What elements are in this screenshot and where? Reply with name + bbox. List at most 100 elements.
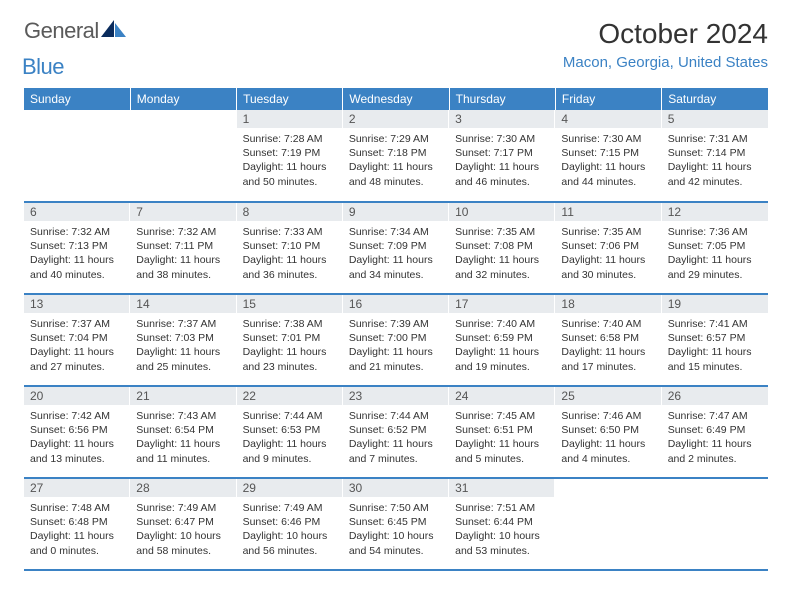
sunset-text: Sunset: 6:46 PM (243, 515, 337, 529)
daylight-text: Daylight: 11 hours (455, 437, 549, 451)
sunrise-text: Sunrise: 7:50 AM (349, 501, 443, 515)
daylight-text: and 32 minutes. (455, 268, 549, 282)
daylight-text: and 56 minutes. (243, 544, 337, 558)
day-number: 5 (662, 110, 768, 128)
day-number: 28 (130, 479, 236, 497)
day-number: 4 (555, 110, 661, 128)
calendar-day-cell: 18Sunrise: 7:40 AMSunset: 6:58 PMDayligh… (555, 294, 661, 386)
calendar-day-cell: 27Sunrise: 7:48 AMSunset: 6:48 PMDayligh… (24, 478, 130, 570)
day-details: Sunrise: 7:43 AMSunset: 6:54 PMDaylight:… (130, 405, 236, 470)
day-details: Sunrise: 7:44 AMSunset: 6:52 PMDaylight:… (343, 405, 449, 470)
sunset-text: Sunset: 7:08 PM (455, 239, 549, 253)
calendar-day-cell: 7Sunrise: 7:32 AMSunset: 7:11 PMDaylight… (130, 202, 236, 294)
calendar-week-row: ..1Sunrise: 7:28 AMSunset: 7:19 PMDaylig… (24, 110, 768, 202)
day-details: Sunrise: 7:38 AMSunset: 7:01 PMDaylight:… (237, 313, 343, 378)
daylight-text: and 30 minutes. (561, 268, 655, 282)
calendar-day-cell: 3Sunrise: 7:30 AMSunset: 7:17 PMDaylight… (449, 110, 555, 202)
sunrise-text: Sunrise: 7:49 AM (243, 501, 337, 515)
location-subtitle: Macon, Georgia, United States (563, 54, 768, 71)
logo-word-general: General (24, 18, 99, 43)
sunrise-text: Sunrise: 7:29 AM (349, 132, 443, 146)
sunset-text: Sunset: 6:47 PM (136, 515, 230, 529)
sunset-text: Sunset: 6:59 PM (455, 331, 549, 345)
logo-word-blue: Blue (22, 54, 127, 80)
day-number: 8 (237, 203, 343, 221)
weekday-header: Friday (555, 88, 661, 110)
calendar-day-cell: 30Sunrise: 7:50 AMSunset: 6:45 PMDayligh… (343, 478, 449, 570)
day-details: Sunrise: 7:40 AMSunset: 6:59 PMDaylight:… (449, 313, 555, 378)
daylight-text: and 4 minutes. (561, 452, 655, 466)
calendar-body: ..1Sunrise: 7:28 AMSunset: 7:19 PMDaylig… (24, 110, 768, 570)
sunrise-text: Sunrise: 7:35 AM (561, 225, 655, 239)
day-number: 3 (449, 110, 555, 128)
daylight-text: Daylight: 11 hours (30, 345, 124, 359)
day-number: 13 (24, 295, 130, 313)
daylight-text: Daylight: 11 hours (455, 253, 549, 267)
sunrise-text: Sunrise: 7:47 AM (668, 409, 762, 423)
day-details: Sunrise: 7:51 AMSunset: 6:44 PMDaylight:… (449, 497, 555, 562)
calendar-day-cell: 31Sunrise: 7:51 AMSunset: 6:44 PMDayligh… (449, 478, 555, 570)
sunrise-text: Sunrise: 7:41 AM (668, 317, 762, 331)
calendar-day-cell: . (662, 478, 768, 570)
sail-icon (101, 20, 127, 38)
daylight-text: Daylight: 11 hours (561, 253, 655, 267)
page-header: General Blue October 2024 Macon, Georgia… (24, 18, 768, 80)
daylight-text: and 21 minutes. (349, 360, 443, 374)
sunset-text: Sunset: 7:06 PM (561, 239, 655, 253)
day-details: Sunrise: 7:35 AMSunset: 7:06 PMDaylight:… (555, 221, 661, 286)
sunset-text: Sunset: 7:04 PM (30, 331, 124, 345)
sunset-text: Sunset: 7:17 PM (455, 146, 549, 160)
day-number: 15 (237, 295, 343, 313)
daylight-text: and 25 minutes. (136, 360, 230, 374)
sunrise-text: Sunrise: 7:37 AM (30, 317, 124, 331)
day-details: Sunrise: 7:36 AMSunset: 7:05 PMDaylight:… (662, 221, 768, 286)
sunset-text: Sunset: 7:15 PM (561, 146, 655, 160)
day-number: 18 (555, 295, 661, 313)
sunrise-text: Sunrise: 7:44 AM (349, 409, 443, 423)
calendar-day-cell: 19Sunrise: 7:41 AMSunset: 6:57 PMDayligh… (662, 294, 768, 386)
sunset-text: Sunset: 6:44 PM (455, 515, 549, 529)
weekday-header: Tuesday (237, 88, 343, 110)
day-number: 11 (555, 203, 661, 221)
daylight-text: and 23 minutes. (243, 360, 337, 374)
day-details: Sunrise: 7:32 AMSunset: 7:11 PMDaylight:… (130, 221, 236, 286)
day-details: Sunrise: 7:48 AMSunset: 6:48 PMDaylight:… (24, 497, 130, 562)
sunrise-text: Sunrise: 7:32 AM (30, 225, 124, 239)
sunrise-text: Sunrise: 7:48 AM (30, 501, 124, 515)
day-number: 2 (343, 110, 449, 128)
day-details: Sunrise: 7:49 AMSunset: 6:47 PMDaylight:… (130, 497, 236, 562)
daylight-text: Daylight: 11 hours (349, 160, 443, 174)
logo-text-block: General Blue (24, 18, 127, 80)
daylight-text: Daylight: 11 hours (349, 437, 443, 451)
day-details: Sunrise: 7:30 AMSunset: 7:17 PMDaylight:… (449, 128, 555, 193)
calendar-day-cell: . (24, 110, 130, 202)
day-number: 19 (662, 295, 768, 313)
day-details: Sunrise: 7:42 AMSunset: 6:56 PMDaylight:… (24, 405, 130, 470)
calendar-week-row: 20Sunrise: 7:42 AMSunset: 6:56 PMDayligh… (24, 386, 768, 478)
calendar-week-row: 27Sunrise: 7:48 AMSunset: 6:48 PMDayligh… (24, 478, 768, 570)
daylight-text: and 15 minutes. (668, 360, 762, 374)
day-details: Sunrise: 7:46 AMSunset: 6:50 PMDaylight:… (555, 405, 661, 470)
day-number: 12 (662, 203, 768, 221)
day-number: 6 (24, 203, 130, 221)
sunset-text: Sunset: 7:14 PM (668, 146, 762, 160)
calendar-day-cell: 28Sunrise: 7:49 AMSunset: 6:47 PMDayligh… (130, 478, 236, 570)
sunrise-text: Sunrise: 7:40 AM (561, 317, 655, 331)
day-details: Sunrise: 7:44 AMSunset: 6:53 PMDaylight:… (237, 405, 343, 470)
sunrise-text: Sunrise: 7:44 AM (243, 409, 337, 423)
day-number: 24 (449, 387, 555, 405)
daylight-text: and 27 minutes. (30, 360, 124, 374)
calendar-table: SundayMondayTuesdayWednesdayThursdayFrid… (24, 88, 768, 571)
calendar-week-row: 6Sunrise: 7:32 AMSunset: 7:13 PMDaylight… (24, 202, 768, 294)
calendar-day-cell: 25Sunrise: 7:46 AMSunset: 6:50 PMDayligh… (555, 386, 661, 478)
calendar-day-cell: 24Sunrise: 7:45 AMSunset: 6:51 PMDayligh… (449, 386, 555, 478)
day-number: 16 (343, 295, 449, 313)
sunset-text: Sunset: 7:11 PM (136, 239, 230, 253)
weekday-header: Saturday (662, 88, 768, 110)
daylight-text: and 5 minutes. (455, 452, 549, 466)
daylight-text: and 38 minutes. (136, 268, 230, 282)
day-number: 17 (449, 295, 555, 313)
sunset-text: Sunset: 7:05 PM (668, 239, 762, 253)
day-details: Sunrise: 7:28 AMSunset: 7:19 PMDaylight:… (237, 128, 343, 193)
sunrise-text: Sunrise: 7:30 AM (455, 132, 549, 146)
